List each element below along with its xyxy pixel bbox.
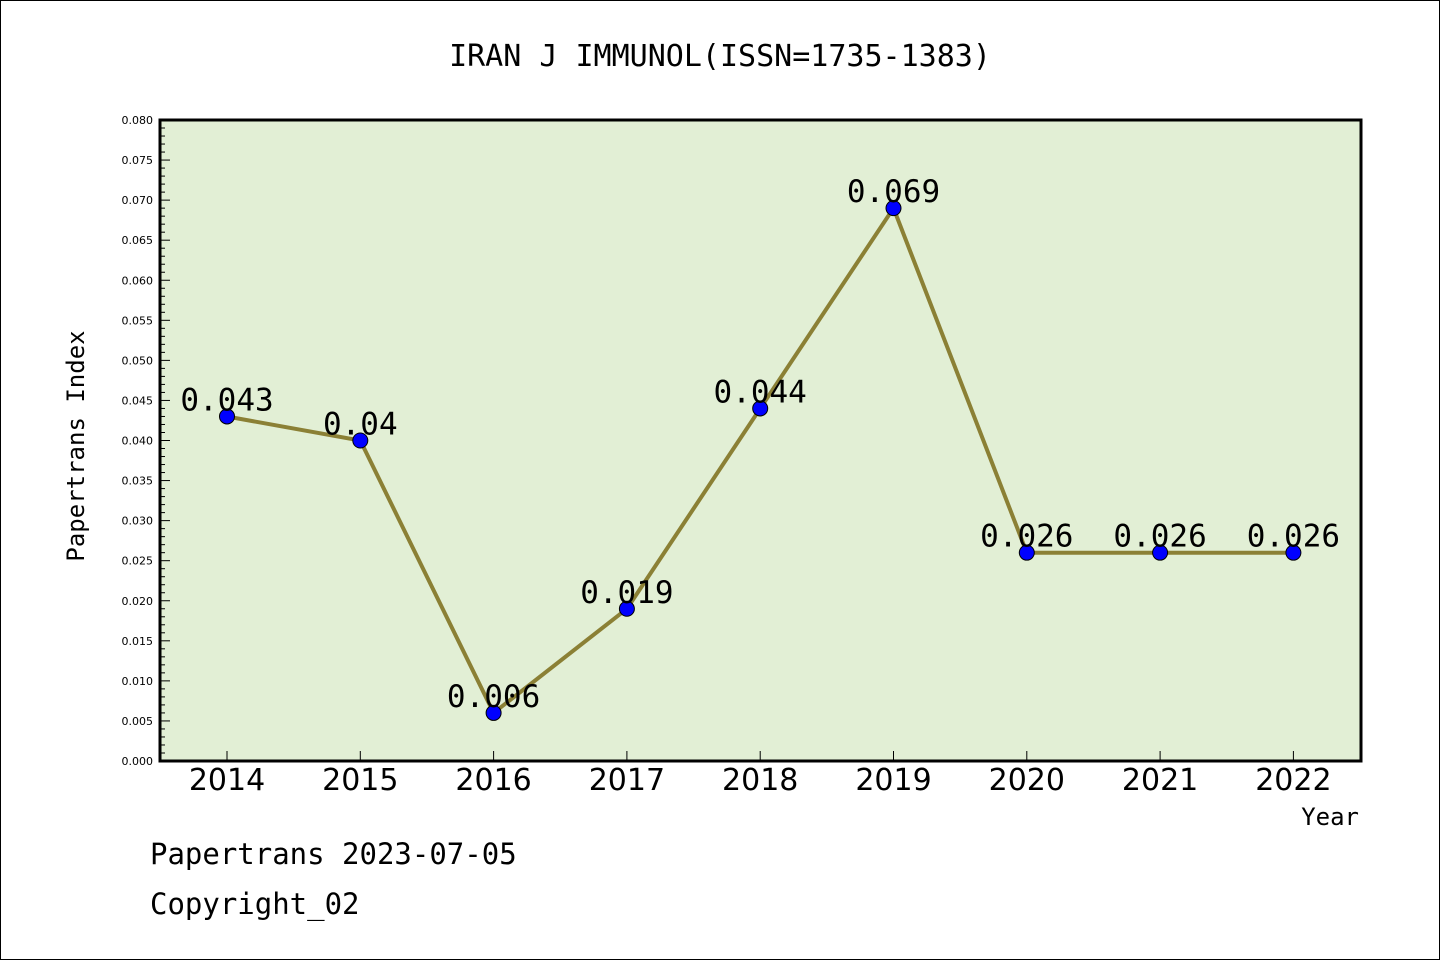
- x-tick-label: 2017: [589, 763, 665, 798]
- data-label: 0.026: [980, 519, 1073, 555]
- data-labels: 0.043 0.04 0.006 0.019 0.044 0.069 0.026 0.026 0…: [180, 174, 1340, 715]
- data-point: [752, 400, 769, 417]
- data-label: 0.044: [714, 374, 807, 410]
- y-tick-label: 0.025: [122, 555, 154, 568]
- y-tick-label: 0.065: [122, 234, 154, 247]
- data-label: 0.043: [180, 382, 273, 418]
- data-label: 0.04: [323, 407, 398, 443]
- y-tick-label: 0.010: [122, 675, 154, 688]
- data-label: 0.026: [1247, 519, 1340, 555]
- y-tick-label: 0.035: [122, 475, 154, 488]
- y-axis-label: Papertrans Index: [62, 330, 90, 561]
- x-tick-label: 2022: [1255, 763, 1331, 798]
- y-tick-label: 0.005: [122, 715, 154, 728]
- footer-copyright: Copyright_02: [150, 887, 360, 922]
- data-label: 0.069: [847, 174, 940, 210]
- y-tick-label: 0.030: [122, 515, 154, 528]
- y-tick-label: 0.055: [122, 314, 154, 327]
- x-tick-label: 2015: [322, 763, 398, 798]
- x-tick-label: 2014: [189, 763, 265, 798]
- x-tick-label: 2021: [1122, 763, 1198, 798]
- y-tick-label: 0.070: [122, 194, 154, 207]
- y-tick-label: 0.075: [122, 154, 154, 167]
- data-label: 0.019: [580, 575, 673, 611]
- footer-date: Papertrans 2023-07-05: [150, 837, 517, 871]
- y-tick-label: 0.040: [122, 435, 154, 448]
- chart-title: IRAN J IMMUNOL(ISSN=1735-1383): [449, 39, 991, 74]
- y-tick-label: 0.015: [122, 635, 154, 648]
- x-axis-label: Year: [1301, 803, 1359, 831]
- data-point: [1152, 544, 1169, 561]
- x-tick-label: 2018: [722, 763, 798, 798]
- data-point: [885, 200, 902, 217]
- plot-frame: [158, 118, 1363, 763]
- data-point: [485, 704, 502, 721]
- y-tick-label: 0.045: [122, 394, 154, 407]
- y-tick-label: 0.050: [122, 354, 154, 367]
- data-label: 0.026: [1113, 519, 1206, 555]
- data-points: [219, 200, 1302, 721]
- y-axis-ticks: 0.000 0.005 0.010 0.015 0.020 0.025 0.030 0.035…: [122, 114, 1332, 798]
- data-point: [1018, 544, 1035, 561]
- data-point: [1285, 544, 1302, 561]
- data-label: 0.006: [447, 679, 540, 715]
- y-tick-label: 0.060: [122, 274, 154, 287]
- y-tick-label: 0.000: [122, 755, 154, 768]
- y-tick-label: 0.020: [122, 595, 154, 608]
- y-tick-label: 0.080: [122, 114, 154, 127]
- x-tick-label: 2020: [989, 763, 1065, 798]
- data-point: [618, 600, 635, 617]
- data-point: [219, 408, 235, 425]
- x-tick-label: 2019: [855, 763, 931, 798]
- x-tick-label: 2016: [455, 763, 531, 798]
- data-point: [352, 432, 369, 449]
